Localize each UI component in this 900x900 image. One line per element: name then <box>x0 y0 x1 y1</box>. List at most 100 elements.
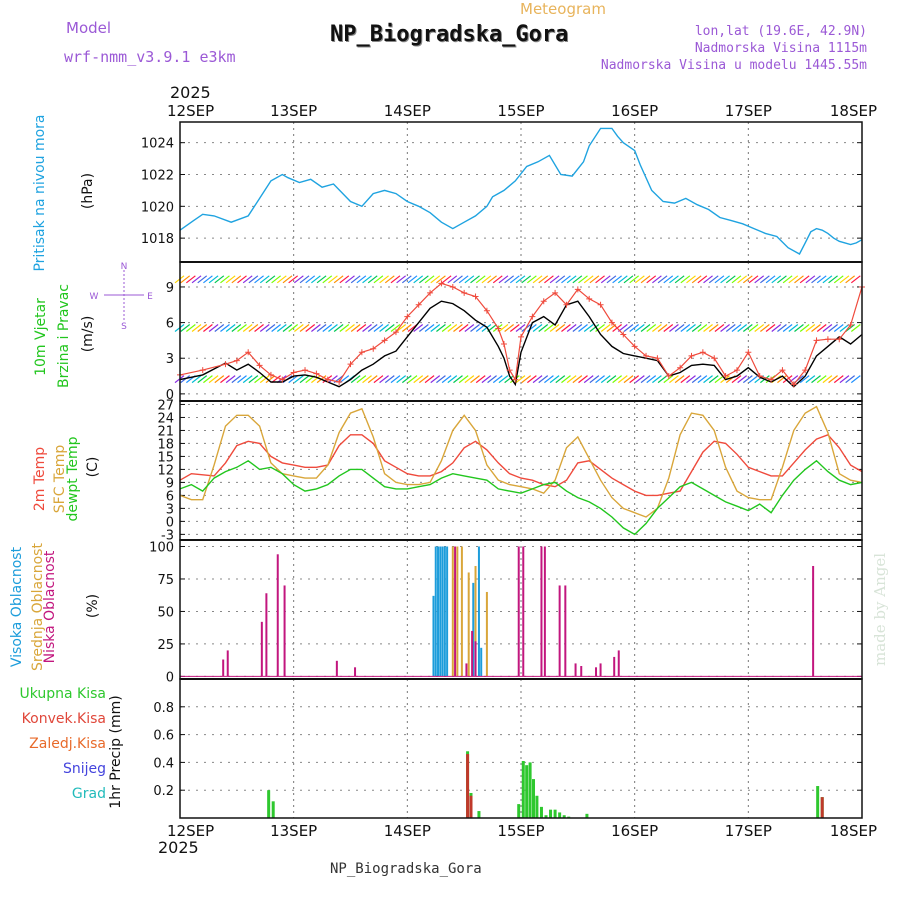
wind-barb <box>788 275 799 284</box>
wind-barb <box>185 324 196 333</box>
wind-barb <box>760 324 770 333</box>
wind-barb <box>356 375 367 384</box>
gust-marker <box>643 352 650 359</box>
wind-barb <box>259 275 270 284</box>
wind-barb <box>475 375 486 384</box>
wind-barb <box>572 375 583 384</box>
y-tick-label: 24 <box>157 411 174 426</box>
bar-total_precip <box>585 813 589 818</box>
wind-barb <box>714 275 725 284</box>
y-tick-label: 18 <box>157 437 174 452</box>
wind-barb <box>470 375 480 384</box>
bar-mid_cloud <box>467 572 470 677</box>
gust-marker <box>370 345 377 352</box>
bar-high_cloud <box>472 582 475 677</box>
wind-barb <box>521 375 532 384</box>
wind-barb <box>248 324 259 333</box>
wind-barb <box>623 275 634 284</box>
wind-barb <box>470 324 480 333</box>
legend-frozen-rain: Zaledj.Kisa <box>29 736 106 752</box>
gust-marker <box>677 364 684 371</box>
wind-barb <box>663 375 674 384</box>
wind-barb <box>509 275 520 284</box>
wind-barb <box>203 275 213 284</box>
wind-barb <box>464 375 475 384</box>
wind-barb <box>578 324 588 333</box>
wind-barb <box>731 324 742 333</box>
wind-barb <box>629 324 640 333</box>
gust-marker <box>620 331 627 338</box>
bar-low_cloud <box>599 663 602 677</box>
wind-barb <box>458 375 469 384</box>
y-tick-label: 100 <box>149 540 174 555</box>
bar-total_precip <box>521 761 525 818</box>
wind-barb <box>686 375 696 384</box>
y-tick-label: 21 <box>157 424 174 439</box>
wind-barb <box>265 324 276 333</box>
wind-barb <box>788 375 799 384</box>
bar-low_cloud <box>226 650 229 677</box>
wind-barb <box>220 375 230 384</box>
bar-low_cloud <box>522 546 525 677</box>
wind-barb <box>248 275 259 284</box>
bar-conv_precip <box>469 795 473 818</box>
model-name: wrf-nmm_v3.9.1 e3km <box>64 48 236 66</box>
wind-barb <box>328 324 338 333</box>
wind-barb <box>282 275 293 284</box>
precip-ylabel: 1hr Precip (mm) <box>108 695 124 809</box>
gust-marker <box>813 337 820 344</box>
wind-barb <box>697 324 708 333</box>
bar-total_precip <box>525 765 529 818</box>
y-tick-label: 6 <box>166 489 174 504</box>
gust-marker <box>654 355 661 362</box>
wind-barb <box>191 324 202 333</box>
wind-barb <box>458 275 469 284</box>
gust-marker <box>540 298 547 305</box>
y-tick-label: 1024 <box>141 137 174 152</box>
wind-barb <box>708 275 719 284</box>
wind-barb <box>589 324 600 333</box>
wind-barb <box>777 375 787 384</box>
bar-low_cloud <box>283 585 286 677</box>
wind-barb <box>293 275 304 284</box>
wind-barb <box>572 324 583 333</box>
wind-barb <box>356 324 367 333</box>
wind-barb <box>504 275 515 284</box>
wind-barb <box>373 275 384 284</box>
wind-barb <box>583 275 594 284</box>
bar-low_cloud <box>265 593 268 677</box>
wind-barb <box>544 375 554 384</box>
wind-barb <box>561 375 571 384</box>
wind-barb <box>401 275 412 284</box>
wind-barb <box>782 275 793 284</box>
bar-high_cloud <box>477 546 480 677</box>
gust-marker <box>245 349 252 356</box>
wind-barb <box>737 275 748 284</box>
wind-barb <box>544 275 554 284</box>
gust-marker <box>711 355 718 362</box>
wind-barb <box>424 275 435 284</box>
x-tick-label-bottom: 13SEP <box>270 822 317 840</box>
wind-barb <box>333 324 344 333</box>
gust-marker <box>722 373 729 380</box>
wind-barb <box>515 375 526 384</box>
wind-barb <box>828 324 838 333</box>
wind-barb <box>822 275 833 284</box>
wind-barb <box>634 275 645 284</box>
wind-barb <box>816 375 827 384</box>
wind-barb <box>447 375 458 384</box>
wind-barb <box>691 324 702 333</box>
compass-letter: W <box>90 292 99 302</box>
wind-barb <box>532 275 543 284</box>
wind-barb <box>311 275 321 284</box>
wind-barb <box>185 275 196 284</box>
wind-barb <box>555 324 566 333</box>
bar-mid_cloud <box>456 546 459 677</box>
wind-barb <box>413 324 424 333</box>
gust-marker <box>199 367 206 374</box>
wind-barb <box>811 275 821 284</box>
wind-barb <box>674 324 685 333</box>
wind-barb <box>225 324 236 333</box>
wind-barb <box>742 324 753 333</box>
credit-label: made by Angel <box>871 552 889 666</box>
